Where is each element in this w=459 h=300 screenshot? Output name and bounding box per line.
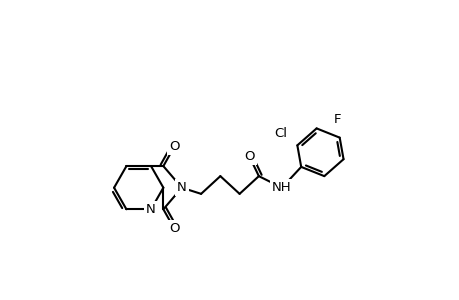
Text: F: F — [333, 113, 341, 126]
Text: Cl: Cl — [273, 127, 286, 140]
Text: NH: NH — [272, 181, 291, 194]
Text: N: N — [146, 203, 156, 216]
Text: O: O — [244, 150, 254, 164]
Text: O: O — [168, 222, 179, 235]
Text: N: N — [177, 181, 186, 194]
Text: O: O — [168, 140, 179, 153]
